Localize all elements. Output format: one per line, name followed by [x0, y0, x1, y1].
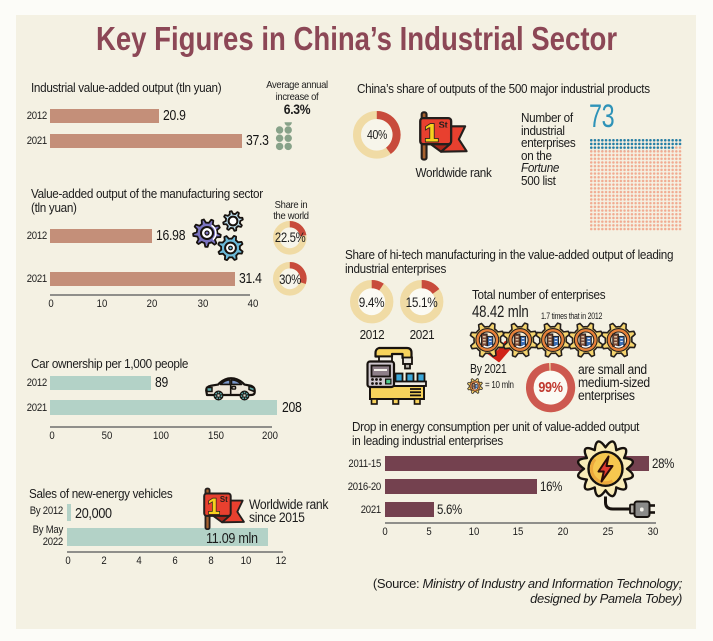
svg-text:1: 1 — [208, 494, 220, 519]
svg-text:1: 1 — [424, 118, 439, 148]
svg-text:St: St — [220, 495, 228, 504]
svg-text:St: St — [439, 120, 448, 130]
